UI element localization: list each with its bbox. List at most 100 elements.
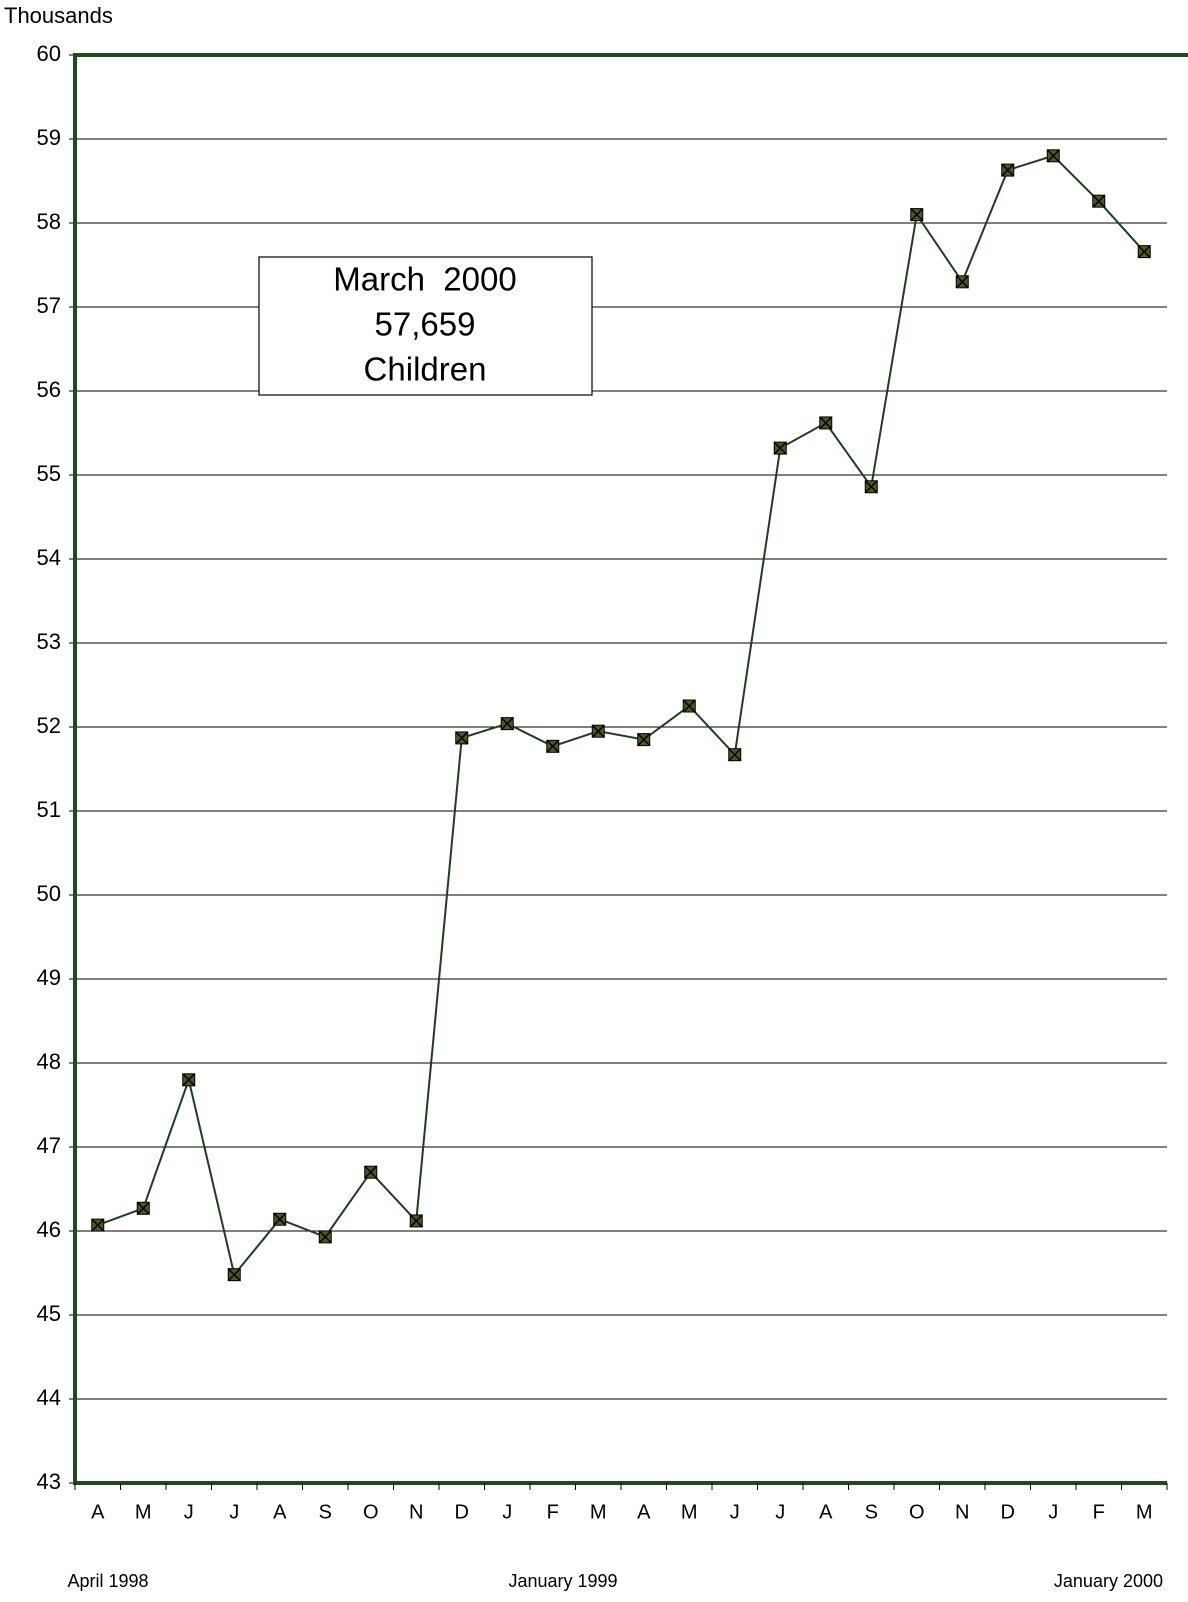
y-tick-label: 52 [37,713,61,738]
y-tick-label: 57 [37,293,61,318]
annotation-text: March 2000 [333,261,516,298]
marker-cross [182,1073,196,1087]
data-marker [455,731,469,745]
marker-cross [773,441,787,455]
x-tick-label: J [1048,1501,1058,1523]
x-tick-label: S [319,1501,332,1523]
x-group-label: January 2000 [1054,1571,1163,1591]
data-marker [1001,163,1015,177]
marker-cross [409,1214,423,1228]
x-tick-label: J [730,1501,740,1523]
marker-cross [227,1268,241,1282]
data-marker [682,699,696,713]
y-tick-label: 48 [37,1049,61,1074]
data-marker [136,1201,150,1215]
x-tick-label: M [1136,1501,1153,1523]
data-marker [864,480,878,494]
marker-cross [819,416,833,430]
x-tick-label: M [681,1501,698,1523]
data-marker [227,1268,241,1282]
data-marker [1137,245,1151,259]
marker-cross [136,1201,150,1215]
data-marker [819,416,833,430]
data-marker [955,275,969,289]
data-marker [637,733,651,747]
x-tick-label: N [955,1501,969,1523]
data-marker [1092,194,1106,208]
x-group-label: January 1999 [508,1571,617,1591]
marker-cross [455,731,469,745]
x-tick-label: A [637,1501,651,1523]
y-tick-label: 59 [37,125,61,150]
data-marker [1046,149,1060,163]
x-tick-label: D [1001,1501,1015,1523]
x-tick-label: A [819,1501,833,1523]
data-marker [591,724,605,738]
y-tick-label: 46 [37,1217,61,1242]
marker-cross [591,724,605,738]
data-marker [318,1230,332,1244]
y-tick-label: 53 [37,629,61,654]
marker-cross [364,1165,378,1179]
marker-cross [955,275,969,289]
annotation-box [258,256,593,396]
data-marker [910,208,924,222]
y-tick-label: 58 [37,209,61,234]
x-tick-label: D [455,1501,469,1523]
marker-cross [1001,163,1015,177]
y-tick-label: 49 [37,965,61,990]
x-tick-label: O [363,1501,379,1523]
y-tick-label: 47 [37,1133,61,1158]
x-tick-label: M [590,1501,607,1523]
marker-cross [910,208,924,222]
data-marker [773,441,787,455]
marker-cross [273,1212,287,1226]
data-marker [728,748,742,762]
marker-cross [546,739,560,753]
x-tick-label: F [547,1501,559,1523]
marker-cross [1137,245,1151,259]
x-tick-label: S [865,1501,878,1523]
x-tick-label: J [229,1501,239,1523]
y-tick-label: 44 [37,1385,61,1410]
x-tick-label: J [775,1501,785,1523]
y-tick-label: 54 [37,545,61,570]
data-marker [500,717,514,731]
marker-cross [318,1230,332,1244]
y-tick-label: 43 [37,1469,61,1494]
annotation-text: Children [364,351,487,388]
marker-cross [864,480,878,494]
y-tick-label: 60 [37,41,61,66]
x-tick-label: A [273,1501,287,1523]
x-tick-label: J [184,1501,194,1523]
marker-cross [728,748,742,762]
data-marker [91,1218,105,1232]
data-marker [273,1212,287,1226]
y-axis-label: Thousands [4,3,113,28]
data-line [97,154,1145,1277]
x-tick-label: J [502,1501,512,1523]
y-tick-label: 56 [37,377,61,402]
annotation-text: 57,659 [375,306,476,343]
x-tick-label: O [909,1501,925,1523]
marker-cross [91,1218,105,1232]
marker-cross [682,699,696,713]
x-tick-label: M [135,1501,152,1523]
y-tick-label: 45 [37,1301,61,1326]
data-marker [409,1214,423,1228]
data-marker [546,739,560,753]
marker-cross [1092,194,1106,208]
y-tick-label: 50 [37,881,61,906]
marker-cross [1046,149,1060,163]
data-marker [364,1165,378,1179]
marker-cross [500,717,514,731]
x-tick-label: N [409,1501,423,1523]
y-tick-label: 51 [37,797,61,822]
data-marker [182,1073,196,1087]
marker-cross [637,733,651,747]
x-tick-label: A [91,1501,105,1523]
y-tick-label: 55 [37,461,61,486]
x-tick-label: F [1093,1501,1105,1523]
x-group-label: April 1998 [67,1571,148,1591]
